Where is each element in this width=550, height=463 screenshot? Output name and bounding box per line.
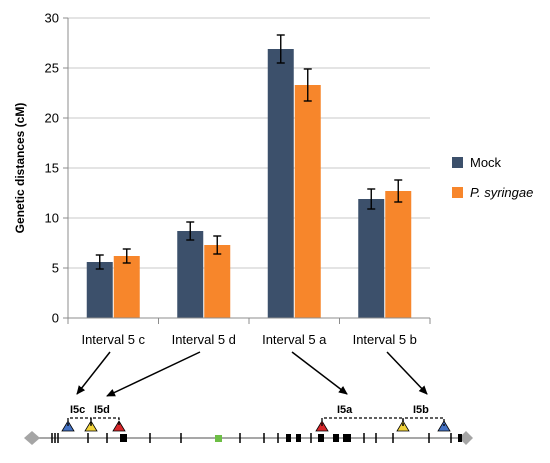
legend-swatch-mock [452, 157, 463, 168]
x-tick-label: Interval 5 a [262, 332, 327, 347]
arrow-interval-5d [106, 351, 201, 397]
legend-swatch-p-syringae [452, 187, 463, 198]
marker-block [343, 434, 351, 442]
pointer-arrows [76, 351, 428, 397]
interval-bracket-5b [402, 417, 445, 426]
interval-bracket-5a [321, 417, 404, 426]
interval-bracket-5c [67, 417, 92, 426]
bar-mock-interval-5-c [86, 262, 113, 318]
marker-block [458, 434, 462, 442]
chromosome-end-right-icon [459, 431, 473, 445]
x-tick-label: Interval 5 b [353, 332, 417, 347]
interval-label-5c: I5c [70, 404, 85, 416]
legend: Mock P. syringae [452, 155, 533, 200]
green-marker [215, 435, 222, 442]
bar-mock-interval-5-d [177, 231, 204, 318]
x-tick-label: Interval 5 c [81, 332, 145, 347]
interval-label-5a: I5a [337, 404, 353, 416]
y-tick-label: 25 [45, 61, 59, 76]
red-marker-icon [112, 420, 126, 432]
y-tick-label: 0 [52, 311, 59, 326]
y-tick-label: 10 [45, 211, 59, 226]
bar-p-syringae-interval-5-b [385, 191, 412, 318]
y-tick-label: 15 [45, 161, 59, 176]
bar-mock-interval-5-b [358, 199, 385, 318]
x-tick-label: Interval 5 d [172, 332, 236, 347]
legend-label-mock: Mock [470, 155, 502, 170]
marker-block [286, 434, 291, 442]
interval-label-5d: I5d [94, 404, 110, 416]
marker-block [318, 434, 324, 442]
legend-label-p-syringae: P. syringae [470, 185, 533, 200]
chromosome-end-left-icon [24, 431, 40, 445]
bar-p-syringae-interval-5-d [204, 245, 231, 318]
arrow-interval-5c [76, 351, 111, 395]
interval-label-5b: I5b [413, 404, 429, 416]
y-axis-ticks: 0 5 10 15 20 25 30 [45, 11, 68, 326]
marker-ticks [51, 433, 452, 443]
marker-block [333, 434, 339, 442]
bar-mock-interval-5-a [267, 49, 294, 318]
marker-block [120, 434, 127, 442]
bar-p-syringae-interval-5-a [294, 85, 321, 318]
x-axis-ticks: Interval 5 c Interval 5 d Interval 5 a Inte… [67, 318, 431, 347]
y-tick-label: 5 [52, 261, 59, 276]
marker-block [296, 434, 301, 442]
bar-p-syringae-interval-5-c [113, 256, 140, 318]
bars [86, 49, 412, 318]
arrow-interval-5a [291, 351, 348, 395]
y-tick-label: 30 [45, 11, 59, 26]
arrow-interval-5b [386, 351, 428, 395]
y-tick-label: 20 [45, 111, 59, 126]
interval-bracket-5d [90, 417, 120, 426]
y-axis-label: Genetic distances (cM) [13, 103, 27, 234]
error-bars [95, 34, 403, 270]
chromosome-map: I5c I5d I5a I5b [24, 404, 473, 445]
